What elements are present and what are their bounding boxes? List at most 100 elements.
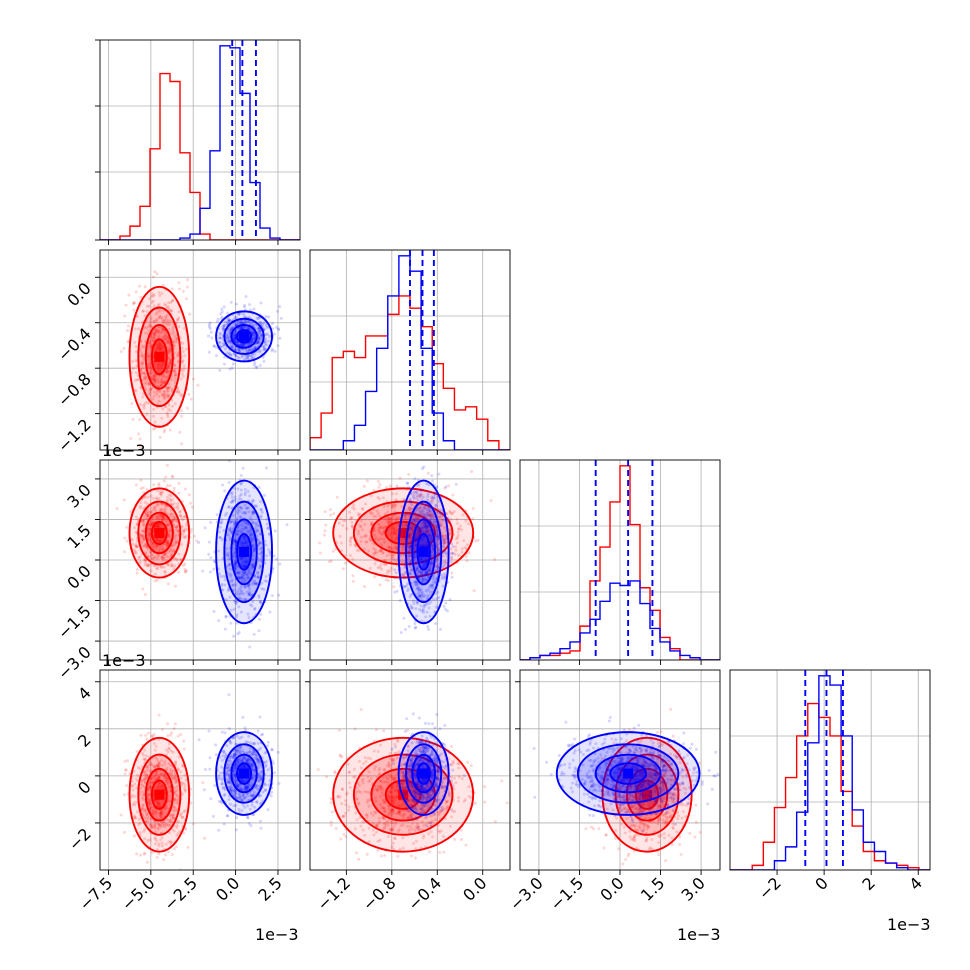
scatter-point [159,343,163,347]
scatter-point [235,340,239,344]
scatter-point [159,364,163,368]
scatter-point [234,529,238,533]
scatter-point [176,504,180,508]
scatter-point [259,563,263,567]
scatter-point [236,571,240,575]
scatter-point [230,579,234,583]
scatter-point [441,536,445,540]
scatter-point [237,313,241,317]
scatter-point [160,515,164,519]
scatter-point [409,548,413,552]
scatter-point [331,549,335,553]
scatter-point [170,564,174,568]
scatter-point [268,610,272,614]
scatter-point [242,537,246,541]
scatter-point [148,361,152,365]
scatter-point [400,547,404,551]
scatter-point [133,549,137,553]
scatter-point [377,549,381,553]
scatter-point [253,578,257,582]
scatter-point [166,305,170,309]
scatter-point [241,354,245,358]
scatter-point [126,328,130,332]
scatter-point [441,534,445,538]
scatter-point [217,549,221,553]
scatter-point [250,604,254,608]
scatter-point [140,353,144,357]
scatter-point [264,323,268,327]
scatter-point [158,348,162,352]
scatter-point [239,591,243,595]
scatter-point [166,369,170,373]
scatter-point [234,567,238,571]
scatter-point [414,543,418,547]
scatter-point [181,564,185,568]
scatter-point [173,372,177,376]
scatter-point [242,577,246,581]
scatter-point [156,380,160,384]
scatter-point [249,341,253,345]
scatter-point [250,339,254,343]
scatter-point [413,544,417,548]
scatter-point [154,556,158,560]
scatter-point [230,493,234,497]
scatter-point [175,520,179,524]
scatter-point [141,355,145,359]
scatter-point [143,514,147,518]
scatter-point [238,515,242,519]
scatter-point [152,408,156,412]
scatter-point [147,531,151,535]
scatter-point [142,371,146,375]
scatter-point [166,387,170,391]
scatter-point [233,546,237,550]
scatter-point [126,324,130,328]
scatter-point [174,541,178,545]
scatter-point [152,545,156,549]
scatter-point [166,338,170,342]
scatter-point [124,303,128,307]
scatter-point [152,505,156,509]
scatter-point [155,537,159,541]
scatter-point [243,503,247,507]
scatter-point [151,521,155,525]
scatter-point [398,476,402,480]
scatter-point [175,558,179,562]
scatter-point [147,534,151,538]
scatter-point [259,500,263,504]
scatter-point [173,534,177,538]
scatter-point [278,562,282,566]
scatter-point [225,553,229,557]
scatter-point [161,556,165,560]
scatter-point [146,547,150,551]
scatter-point [155,578,159,582]
scatter-point [407,472,411,476]
scatter-point [407,506,411,510]
scatter-point [256,330,260,334]
scatter-point [236,487,240,491]
scatter-point [235,615,239,619]
scatter-point [137,556,141,560]
scatter-point [209,556,213,560]
scatter-point [245,355,249,359]
scatter-point [229,353,233,357]
scatter-point [395,484,399,488]
scatter-point [368,538,372,542]
scatter-point [134,515,138,519]
scatter-point [172,727,176,731]
scatter-point [143,314,147,318]
scatter-point [371,512,375,516]
scatter-point [164,319,168,323]
scatter-point [246,356,250,360]
scatter-point [173,375,177,379]
scatter-point [156,523,160,527]
scatter-point [240,543,244,547]
scatter-point [377,523,381,527]
scatter-point [418,543,422,547]
scatter-point [170,299,174,303]
scatter-point [418,506,422,510]
scatter-point [264,333,268,337]
scatter-point [148,527,152,531]
scatter-point [184,570,188,574]
scatter-point [173,381,177,385]
scatter-point [166,362,170,366]
